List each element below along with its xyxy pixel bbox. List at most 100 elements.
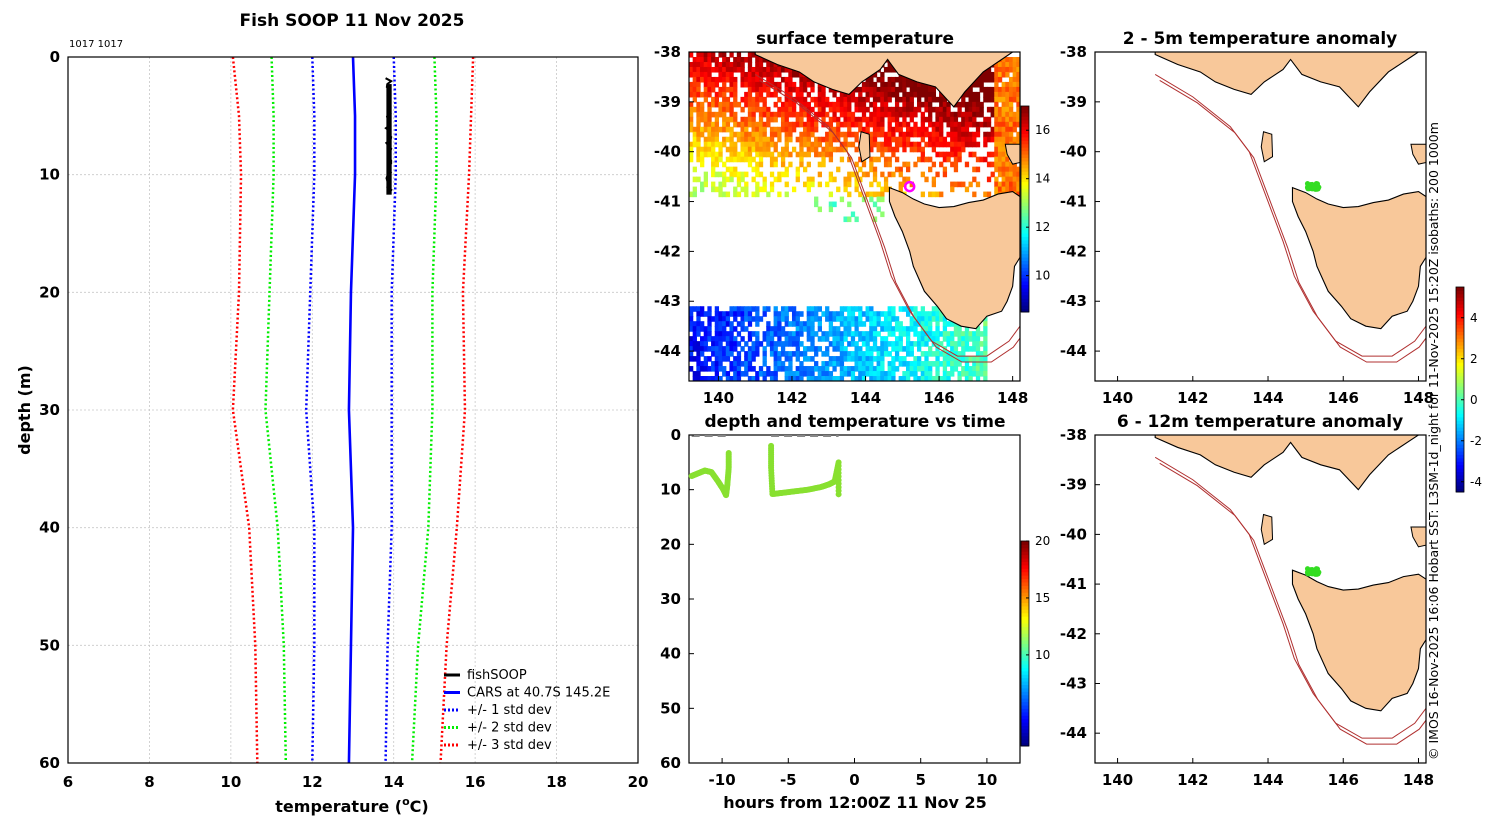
- sst-pixel: [751, 166, 756, 173]
- sst-pixel: [729, 171, 734, 178]
- sst-pixel: [703, 86, 708, 93]
- sst-pixel: [714, 371, 720, 377]
- sst-pixel: [714, 356, 720, 362]
- sst-pixel: [964, 186, 970, 193]
- sst-pixel: [788, 111, 793, 118]
- sst-pixel: [751, 316, 756, 322]
- sst-pixel: [762, 71, 767, 78]
- sst-pixel: [806, 121, 811, 128]
- colorbar-segment: [1021, 133, 1029, 138]
- sst-pixel: [799, 146, 804, 153]
- sst-pixel: [810, 86, 815, 93]
- sst-pixel: [791, 186, 797, 193]
- colorbar-segment: [1021, 209, 1029, 213]
- colorbar-segment: [1021, 558, 1029, 562]
- sst-pixel: [762, 181, 767, 188]
- sst-pixel: [828, 326, 834, 332]
- sst-pixel: [814, 346, 819, 352]
- sst-pixel: [854, 186, 859, 193]
- sst-pixel: [898, 306, 903, 312]
- sst-pixel: [777, 361, 782, 367]
- sst-pixel: [729, 341, 734, 347]
- sst-pixel: [692, 336, 697, 342]
- sst-pixel: [780, 341, 786, 347]
- colorbar-segment: [1021, 270, 1029, 275]
- sst-pixel: [703, 121, 708, 128]
- sst-pixel: [747, 156, 753, 163]
- sst-pixel: [950, 361, 955, 367]
- sst-pixel: [909, 316, 914, 322]
- colorbar-segment: [1021, 578, 1029, 583]
- sst-pixel: [766, 81, 771, 88]
- sst-pixel: [758, 81, 764, 88]
- sst-pixel: [1016, 86, 1020, 93]
- sst-pixel: [769, 61, 775, 68]
- sst-pixel: [832, 91, 837, 98]
- tasmania-land: [1291, 569, 1426, 712]
- sst-pixel: [847, 321, 852, 327]
- sst-pixel: [806, 91, 811, 98]
- sst-pixel: [997, 126, 1003, 133]
- sst-pixel: [711, 336, 716, 342]
- sst-pixel: [854, 316, 859, 322]
- sst-pixel: [733, 111, 738, 118]
- colorbar-segment: [1021, 198, 1029, 203]
- sst-pixel: [722, 136, 727, 143]
- sst-pixel: [1012, 76, 1017, 83]
- sst-pixel: [714, 116, 720, 123]
- sst-pixel: [924, 321, 929, 327]
- sst-pixel: [902, 346, 907, 352]
- sst-pixel: [858, 101, 863, 108]
- colorbar-segment: [1021, 164, 1029, 169]
- sst-pixel: [791, 371, 797, 377]
- sst-pixel: [898, 356, 903, 362]
- sst-pixel: [1012, 96, 1017, 103]
- sst-pixel: [707, 71, 712, 78]
- sst-pixel: [850, 371, 856, 377]
- sst-pixel: [1005, 56, 1010, 63]
- sst-pixel: [1012, 176, 1017, 183]
- sst-pixel: [961, 111, 966, 118]
- tasmania-land: [888, 186, 1020, 330]
- colorbar-segment: [1021, 582, 1029, 586]
- sst-pixel: [891, 326, 896, 332]
- colorbar-segment: [1456, 444, 1464, 449]
- sst-pixel: [773, 131, 778, 138]
- sst-pixel: [703, 61, 708, 68]
- sst-pixel: [803, 76, 808, 83]
- sst-pixel: [880, 336, 885, 342]
- sst-pixel: [975, 126, 981, 133]
- colorbar-segment: [1456, 372, 1464, 377]
- sst-pixel: [700, 326, 705, 332]
- sst-pixel: [847, 191, 852, 198]
- sst-pixel: [876, 111, 881, 118]
- sst-pixel: [968, 376, 973, 381]
- sst-pixel: [714, 321, 720, 327]
- sst-pixel: [755, 81, 760, 88]
- sst-pixel: [869, 101, 874, 108]
- sst-pixel: [983, 121, 988, 128]
- sst-pixel: [957, 351, 962, 357]
- x-tick-label: 148: [1403, 389, 1434, 407]
- sst-pixel: [950, 356, 955, 362]
- sst-pixel: [692, 141, 697, 148]
- sst-pixel: [795, 111, 800, 118]
- sst-pixel: [814, 201, 819, 208]
- sst-pixel: [972, 101, 977, 108]
- sst-pixel: [718, 331, 723, 337]
- colorbar-segment: [1021, 184, 1029, 189]
- colorbar-segment: [1456, 338, 1464, 343]
- sst-pixel: [935, 141, 940, 148]
- sst-pixel: [854, 106, 859, 113]
- sst-pixel: [821, 146, 826, 153]
- sst-pixel: [777, 336, 782, 342]
- surface-title: surface temperature: [756, 29, 954, 49]
- sst-pixel: [839, 346, 845, 352]
- sst-pixel: [872, 101, 878, 108]
- sst-pixel: [755, 71, 760, 78]
- sst-pixel: [758, 61, 764, 68]
- sst-pixel: [1020, 62, 1024, 68]
- colorbar-segment: [1021, 215, 1029, 220]
- sst-pixel: [894, 316, 900, 322]
- sst-pixel: [762, 356, 767, 362]
